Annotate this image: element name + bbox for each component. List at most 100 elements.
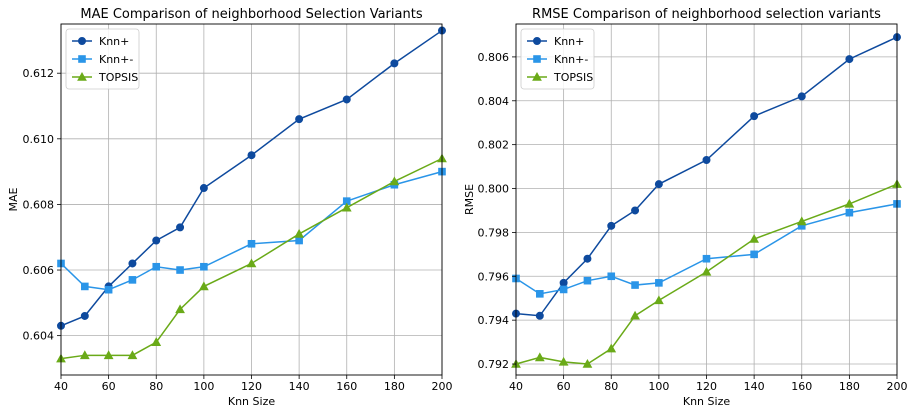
data-point <box>128 259 137 268</box>
chart-panel-1: 40 60 80 100 120 140 160 180 2000.6040.6060.6080… <box>7 7 453 408</box>
legend-marker <box>77 71 87 81</box>
x-tick-label: 40 <box>509 380 523 393</box>
y-tick-label: 0.804 <box>478 95 510 108</box>
x-tick-label: 120 <box>241 380 262 393</box>
data-point <box>176 266 184 274</box>
legend-marker <box>532 71 542 81</box>
data-point <box>247 151 256 160</box>
x-tick-label: 200 <box>432 380 453 393</box>
x-tick-label: 60 <box>557 380 571 393</box>
data-point <box>81 282 89 291</box>
data-point <box>701 266 712 276</box>
data-point <box>797 92 806 101</box>
y-tick-label: 0.608 <box>23 198 55 211</box>
y-tick-label: 0.802 <box>478 139 510 152</box>
x-tick-label: 80 <box>149 380 163 393</box>
x-tick-label: 160 <box>336 380 357 393</box>
data-point <box>175 304 185 314</box>
series-line <box>515 183 898 365</box>
x-tick-label: 160 <box>791 380 812 393</box>
data-point <box>342 95 351 104</box>
data-point <box>559 278 568 287</box>
data-point <box>606 343 617 353</box>
y-tick-label: 0.796 <box>478 270 510 283</box>
y-tick-label: 0.800 <box>478 183 510 196</box>
data-point <box>295 115 304 124</box>
chart-title: RMSE Comparison of neighborhood selectio… <box>532 7 881 22</box>
data-point <box>198 281 209 291</box>
data-point <box>607 221 616 230</box>
data-point <box>558 356 569 366</box>
data-point <box>653 295 664 305</box>
y-tick-label: 0.606 <box>23 264 55 277</box>
data-point <box>844 198 855 208</box>
data-point <box>295 236 303 245</box>
x-tick-label: 180 <box>384 380 405 393</box>
data-point <box>750 112 759 121</box>
data-point <box>341 202 352 212</box>
y-tick-label: 0.612 <box>23 67 55 80</box>
data-point <box>845 208 854 217</box>
data-point <box>294 228 305 238</box>
data-point <box>152 262 161 271</box>
chart-panel-2: 40 60 80 100 120 140 160 180 2000.7920.7940.7960… <box>463 7 908 408</box>
x-tick-label: 80 <box>604 380 618 393</box>
x-axis: 40 60 80 100 120 140 160 180 200 <box>54 375 453 393</box>
y-tick-label: 0.798 <box>478 226 510 239</box>
series-TOPSIS <box>511 179 902 368</box>
data-point <box>200 262 208 271</box>
data-point <box>582 359 593 368</box>
legend-marker <box>533 55 541 63</box>
chart-title: MAE Comparison of neighborhood Selection… <box>80 7 422 22</box>
data-point <box>535 311 544 320</box>
data-point <box>80 311 89 320</box>
x-axis-label: Knn Size <box>683 395 730 408</box>
y-axis-label: MAE <box>7 187 20 211</box>
legend-entry: TOPSIS <box>527 71 593 84</box>
y-axis: 0.604 0.606 0.608 0.610 0.612 <box>23 67 61 343</box>
series-line <box>60 157 443 360</box>
series-line <box>60 29 443 327</box>
x-tick-label: 140 <box>744 380 765 393</box>
x-tick-label: 180 <box>839 380 860 393</box>
grid <box>60 24 443 375</box>
legend-label: Knn+ <box>99 35 129 48</box>
legend-entry: Knn+ <box>527 35 584 48</box>
data-point <box>79 350 90 360</box>
data-point <box>128 276 137 284</box>
data-point <box>536 290 544 298</box>
legend-marker <box>78 37 87 46</box>
data-point <box>749 233 760 243</box>
y-tick-label: 0.794 <box>478 314 510 327</box>
data-point <box>104 285 113 294</box>
data-point <box>559 285 568 294</box>
data-point <box>631 206 640 215</box>
series-line <box>515 203 898 295</box>
data-point <box>152 236 161 245</box>
legend: Knn+ Knn+- TOPSIS <box>520 28 595 90</box>
data-point <box>390 59 399 68</box>
data-point <box>630 310 640 320</box>
legend: Knn+ Knn+- TOPSIS <box>65 28 140 90</box>
data-point <box>654 180 663 189</box>
y-tick-label: 0.806 <box>478 51 510 64</box>
legend-entry: Knn+- <box>527 53 588 66</box>
data-point <box>176 223 185 232</box>
x-axis-label: Knn Size <box>228 395 275 408</box>
data-point <box>607 272 616 281</box>
legend-entry: TOPSIS <box>72 71 138 84</box>
data-point <box>655 279 663 287</box>
data-point <box>702 156 711 165</box>
legend-marker <box>78 55 86 63</box>
legend-label: Knn+- <box>99 53 133 66</box>
x-tick-label: 100 <box>648 380 669 393</box>
legend-label: TOPSIS <box>98 71 138 84</box>
series-line <box>515 36 898 317</box>
x-tick-label: 100 <box>193 380 214 393</box>
data-point <box>534 352 545 362</box>
data-point <box>845 55 854 64</box>
series-Knn+ <box>512 33 902 320</box>
x-tick-label: 200 <box>887 380 908 393</box>
data-point <box>103 350 114 360</box>
